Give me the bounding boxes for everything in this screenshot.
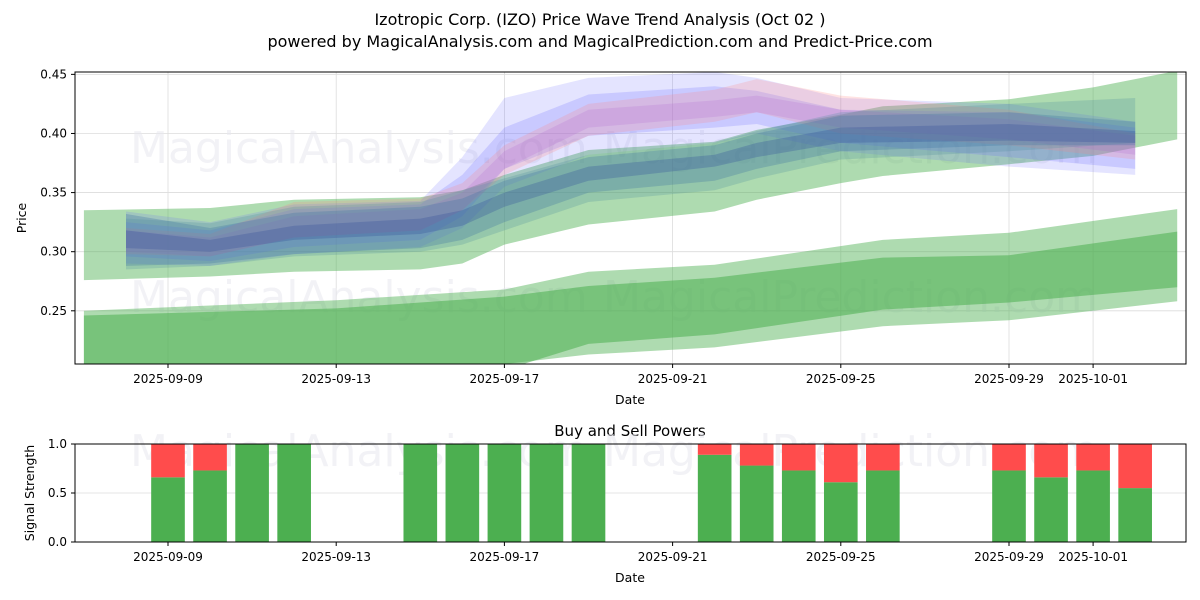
buy-bar <box>151 477 185 542</box>
purple-wave-1 <box>126 95 1136 257</box>
lower-trend-band-inner <box>83 231 1178 364</box>
upper-trend-band <box>83 72 1178 281</box>
sell-bar <box>1118 444 1152 489</box>
chart-title: Izotropic Corp. (IZO) Price Wave Trend A… <box>374 10 825 29</box>
price-x-tick-label: 2025-09-09 <box>133 372 203 386</box>
price-x-tick-label: 2025-09-13 <box>301 372 371 386</box>
buy-bar <box>445 444 480 542</box>
sell-bar <box>781 444 816 471</box>
buy-bar <box>1076 470 1110 542</box>
price-x-tick-label: 2025-09-21 <box>638 372 708 386</box>
buy-bar <box>992 470 1026 542</box>
signal-panel: Buy and Sell Powers MagicalAnalysis.com … <box>22 422 1187 585</box>
steel-wave-1 <box>126 112 1136 266</box>
signal-y-tick-label: 0.5 <box>48 486 67 500</box>
signal-x-tick-label: 2025-09-13 <box>301 550 371 564</box>
watermark-magicalanalysis: MagicalAnalysis.com <box>130 123 588 174</box>
signal-y-tick-label: 1.0 <box>48 437 67 451</box>
signal-y-axis-label: Signal Strength <box>22 445 37 541</box>
sell-bar <box>193 444 227 471</box>
sell-bar <box>823 444 858 483</box>
buy-bar <box>697 454 732 542</box>
sell-bar <box>866 444 900 471</box>
buy-bar <box>235 444 269 542</box>
signal-x-tick-label: 2025-09-25 <box>806 550 876 564</box>
sell-bar <box>1076 444 1110 471</box>
price-panel: MagicalAnalysis.com MagicalPrediction.co… <box>14 67 1187 407</box>
blue-wave-2 <box>126 86 1136 262</box>
signal-panel-title: Buy and Sell Powers <box>554 422 706 440</box>
buy-bar <box>781 470 816 542</box>
buy-bar <box>739 465 774 542</box>
buy-bar <box>1118 488 1152 542</box>
signal-y-axis: 0.0 0.5 1.0 <box>48 437 75 549</box>
buy-bar <box>823 482 858 542</box>
price-x-axis: 2025-09-09 2025-09-13 2025-09-17 2025-09-21… <box>133 364 1128 386</box>
price-y-axis-label: Price <box>14 202 29 233</box>
price-x-tick-label: 2025-09-25 <box>806 372 876 386</box>
buy-bar <box>277 444 311 542</box>
price-x-axis-label: Date <box>615 392 645 407</box>
price-x-tick-label: 2025-09-17 <box>470 372 540 386</box>
sell-bar <box>739 444 774 466</box>
sell-bar <box>1034 444 1068 478</box>
buy-bar <box>571 444 606 542</box>
signal-x-tick-label: 2025-09-09 <box>133 550 203 564</box>
price-y-tick-label: 0.40 <box>40 126 67 140</box>
signal-y-tick-label: 0.0 <box>48 535 67 549</box>
price-y-tick-label: 0.25 <box>40 304 67 318</box>
blue-wave-1 <box>126 72 1136 266</box>
buy-bar <box>529 444 564 542</box>
watermark-magicalprediction: MagicalPrediction.com <box>603 123 1098 174</box>
signal-x-tick-label: 2025-09-29 <box>974 550 1044 564</box>
price-x-tick-label: 2025-10-01 <box>1058 372 1128 386</box>
signal-x-axis-label: Date <box>615 570 645 585</box>
signal-bars <box>151 444 1152 542</box>
signal-x-axis: 2025-09-09 2025-09-13 2025-09-17 2025-09-21… <box>133 542 1128 564</box>
signal-x-tick-label: 2025-09-21 <box>638 550 708 564</box>
price-x-tick-label: 2025-09-29 <box>974 372 1044 386</box>
price-y-axis: 0.25 0.30 0.35 0.40 0.45 <box>40 67 75 318</box>
teal-wave-1 <box>126 98 1136 270</box>
buy-bar <box>403 444 438 542</box>
buy-bar <box>866 470 900 542</box>
chart-subtitle: powered by MagicalAnalysis.com and Magic… <box>267 32 932 51</box>
navy-wave-1 <box>126 124 1136 252</box>
price-bands <box>83 72 1178 364</box>
signal-x-tick-label: 2025-09-17 <box>470 550 540 564</box>
buy-bar <box>1034 477 1068 542</box>
sell-bar <box>697 444 732 455</box>
buy-bar <box>487 444 522 542</box>
price-plot-frame <box>74 71 1187 365</box>
price-y-tick-label: 0.35 <box>40 186 67 200</box>
price-y-tick-label: 0.45 <box>40 67 67 81</box>
buy-bar <box>193 470 227 542</box>
signal-x-tick-label: 2025-10-01 <box>1058 550 1128 564</box>
sell-bar <box>992 444 1026 471</box>
red-wave-1 <box>126 79 1136 257</box>
sell-bar <box>151 444 185 478</box>
signal-watermarks: MagicalAnalysis.com MagicalPrediction.co… <box>130 426 1098 477</box>
price-gridlines <box>75 72 1186 364</box>
price-y-tick-label: 0.30 <box>40 245 67 259</box>
